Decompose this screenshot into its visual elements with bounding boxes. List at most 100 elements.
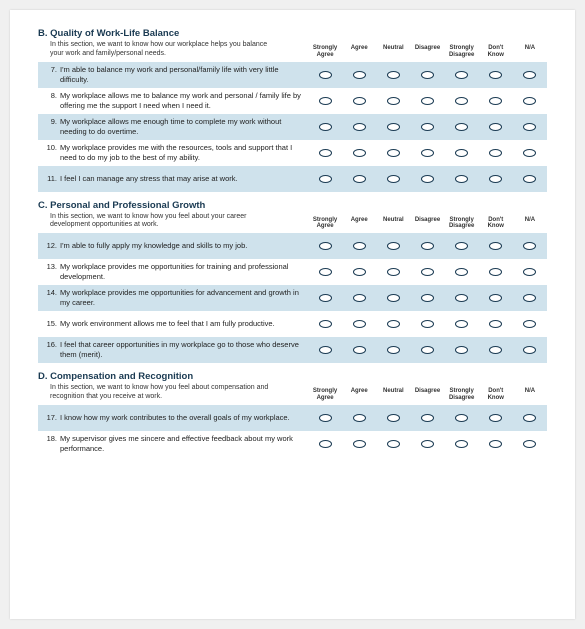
option-cell[interactable] [513,242,547,250]
option-cell[interactable] [410,123,444,131]
option-cell[interactable] [513,414,547,422]
option-cell[interactable] [445,414,479,422]
option-cell[interactable] [410,346,444,354]
option-cell[interactable] [410,320,444,328]
question-options [308,97,547,105]
option-cell[interactable] [479,414,513,422]
option-cell[interactable] [479,97,513,105]
column-header: N/A [513,388,547,401]
option-cell[interactable] [410,268,444,276]
option-cell[interactable] [479,294,513,302]
option-cell[interactable] [513,97,547,105]
option-cell[interactable] [376,414,410,422]
option-cell[interactable] [445,71,479,79]
option-cell[interactable] [513,123,547,131]
option-cell[interactable] [342,71,376,79]
option-cell[interactable] [479,440,513,448]
option-cell[interactable] [308,346,342,354]
option-cell[interactable] [376,71,410,79]
column-header: StronglyAgree [308,388,342,401]
radio-bubble-icon [421,346,434,354]
option-cell[interactable] [479,268,513,276]
option-cell[interactable] [308,149,342,157]
option-cell[interactable] [342,97,376,105]
option-cell[interactable] [308,294,342,302]
option-cell[interactable] [445,149,479,157]
option-cell[interactable] [410,294,444,302]
option-cell[interactable] [308,414,342,422]
option-cell[interactable] [513,320,547,328]
option-cell[interactable] [445,97,479,105]
option-cell[interactable] [342,242,376,250]
question-row: 15.My work environment allows me to feel… [38,311,547,337]
option-cell[interactable] [513,268,547,276]
option-cell[interactable] [479,71,513,79]
option-cell[interactable] [376,346,410,354]
option-cell[interactable] [513,294,547,302]
option-cell[interactable] [376,268,410,276]
option-cell[interactable] [445,268,479,276]
option-cell[interactable] [308,123,342,131]
question-left: 9.My workplace allows me enough time to … [38,117,308,137]
option-cell[interactable] [410,175,444,183]
option-cell[interactable] [445,294,479,302]
option-cell[interactable] [308,268,342,276]
question-left: 10.My workplace provides me with the res… [38,143,308,163]
option-cell[interactable] [342,268,376,276]
option-cell[interactable] [479,149,513,157]
option-cell[interactable] [479,123,513,131]
option-cell[interactable] [308,71,342,79]
option-cell[interactable] [479,346,513,354]
option-cell[interactable] [513,440,547,448]
option-cell[interactable] [479,320,513,328]
option-cell[interactable] [308,242,342,250]
option-cell[interactable] [410,71,444,79]
option-cell[interactable] [376,320,410,328]
option-cell[interactable] [342,175,376,183]
option-cell[interactable] [410,414,444,422]
option-cell[interactable] [342,414,376,422]
option-cell[interactable] [342,294,376,302]
option-cell[interactable] [513,175,547,183]
question-options [308,414,547,422]
option-cell[interactable] [342,346,376,354]
radio-bubble-icon [421,97,434,105]
option-cell[interactable] [479,242,513,250]
option-cell[interactable] [376,294,410,302]
option-cell[interactable] [376,149,410,157]
option-cell[interactable] [445,440,479,448]
option-cell[interactable] [376,175,410,183]
option-cell[interactable] [308,320,342,328]
column-header: Disagree [410,388,444,401]
option-cell[interactable] [479,175,513,183]
option-cell[interactable] [376,97,410,105]
question-options [308,320,547,328]
option-cell[interactable] [445,242,479,250]
option-cell[interactable] [342,320,376,328]
option-cell[interactable] [445,123,479,131]
column-header: StronglyDisagree [445,217,479,230]
radio-bubble-icon [523,440,536,448]
option-cell[interactable] [308,97,342,105]
option-cell[interactable] [342,149,376,157]
option-cell[interactable] [513,346,547,354]
option-cell[interactable] [445,175,479,183]
option-cell[interactable] [308,175,342,183]
question-text: I'm able to fully apply my knowledge and… [60,241,302,251]
option-cell[interactable] [342,440,376,448]
option-cell[interactable] [513,71,547,79]
option-cell[interactable] [308,440,342,448]
option-cell[interactable] [410,242,444,250]
option-cell[interactable] [445,320,479,328]
option-cell[interactable] [342,123,376,131]
option-cell[interactable] [410,149,444,157]
option-cell[interactable] [376,123,410,131]
option-cell[interactable] [410,97,444,105]
option-cell[interactable] [513,149,547,157]
columns-header: StronglyAgreeAgreeNeutralDisagreeStrongl… [308,217,547,230]
option-cell[interactable] [376,440,410,448]
option-cell[interactable] [376,242,410,250]
option-cell[interactable] [410,440,444,448]
option-cell[interactable] [445,346,479,354]
question-left: 13.My workplace provides me opportunitie… [38,262,308,282]
